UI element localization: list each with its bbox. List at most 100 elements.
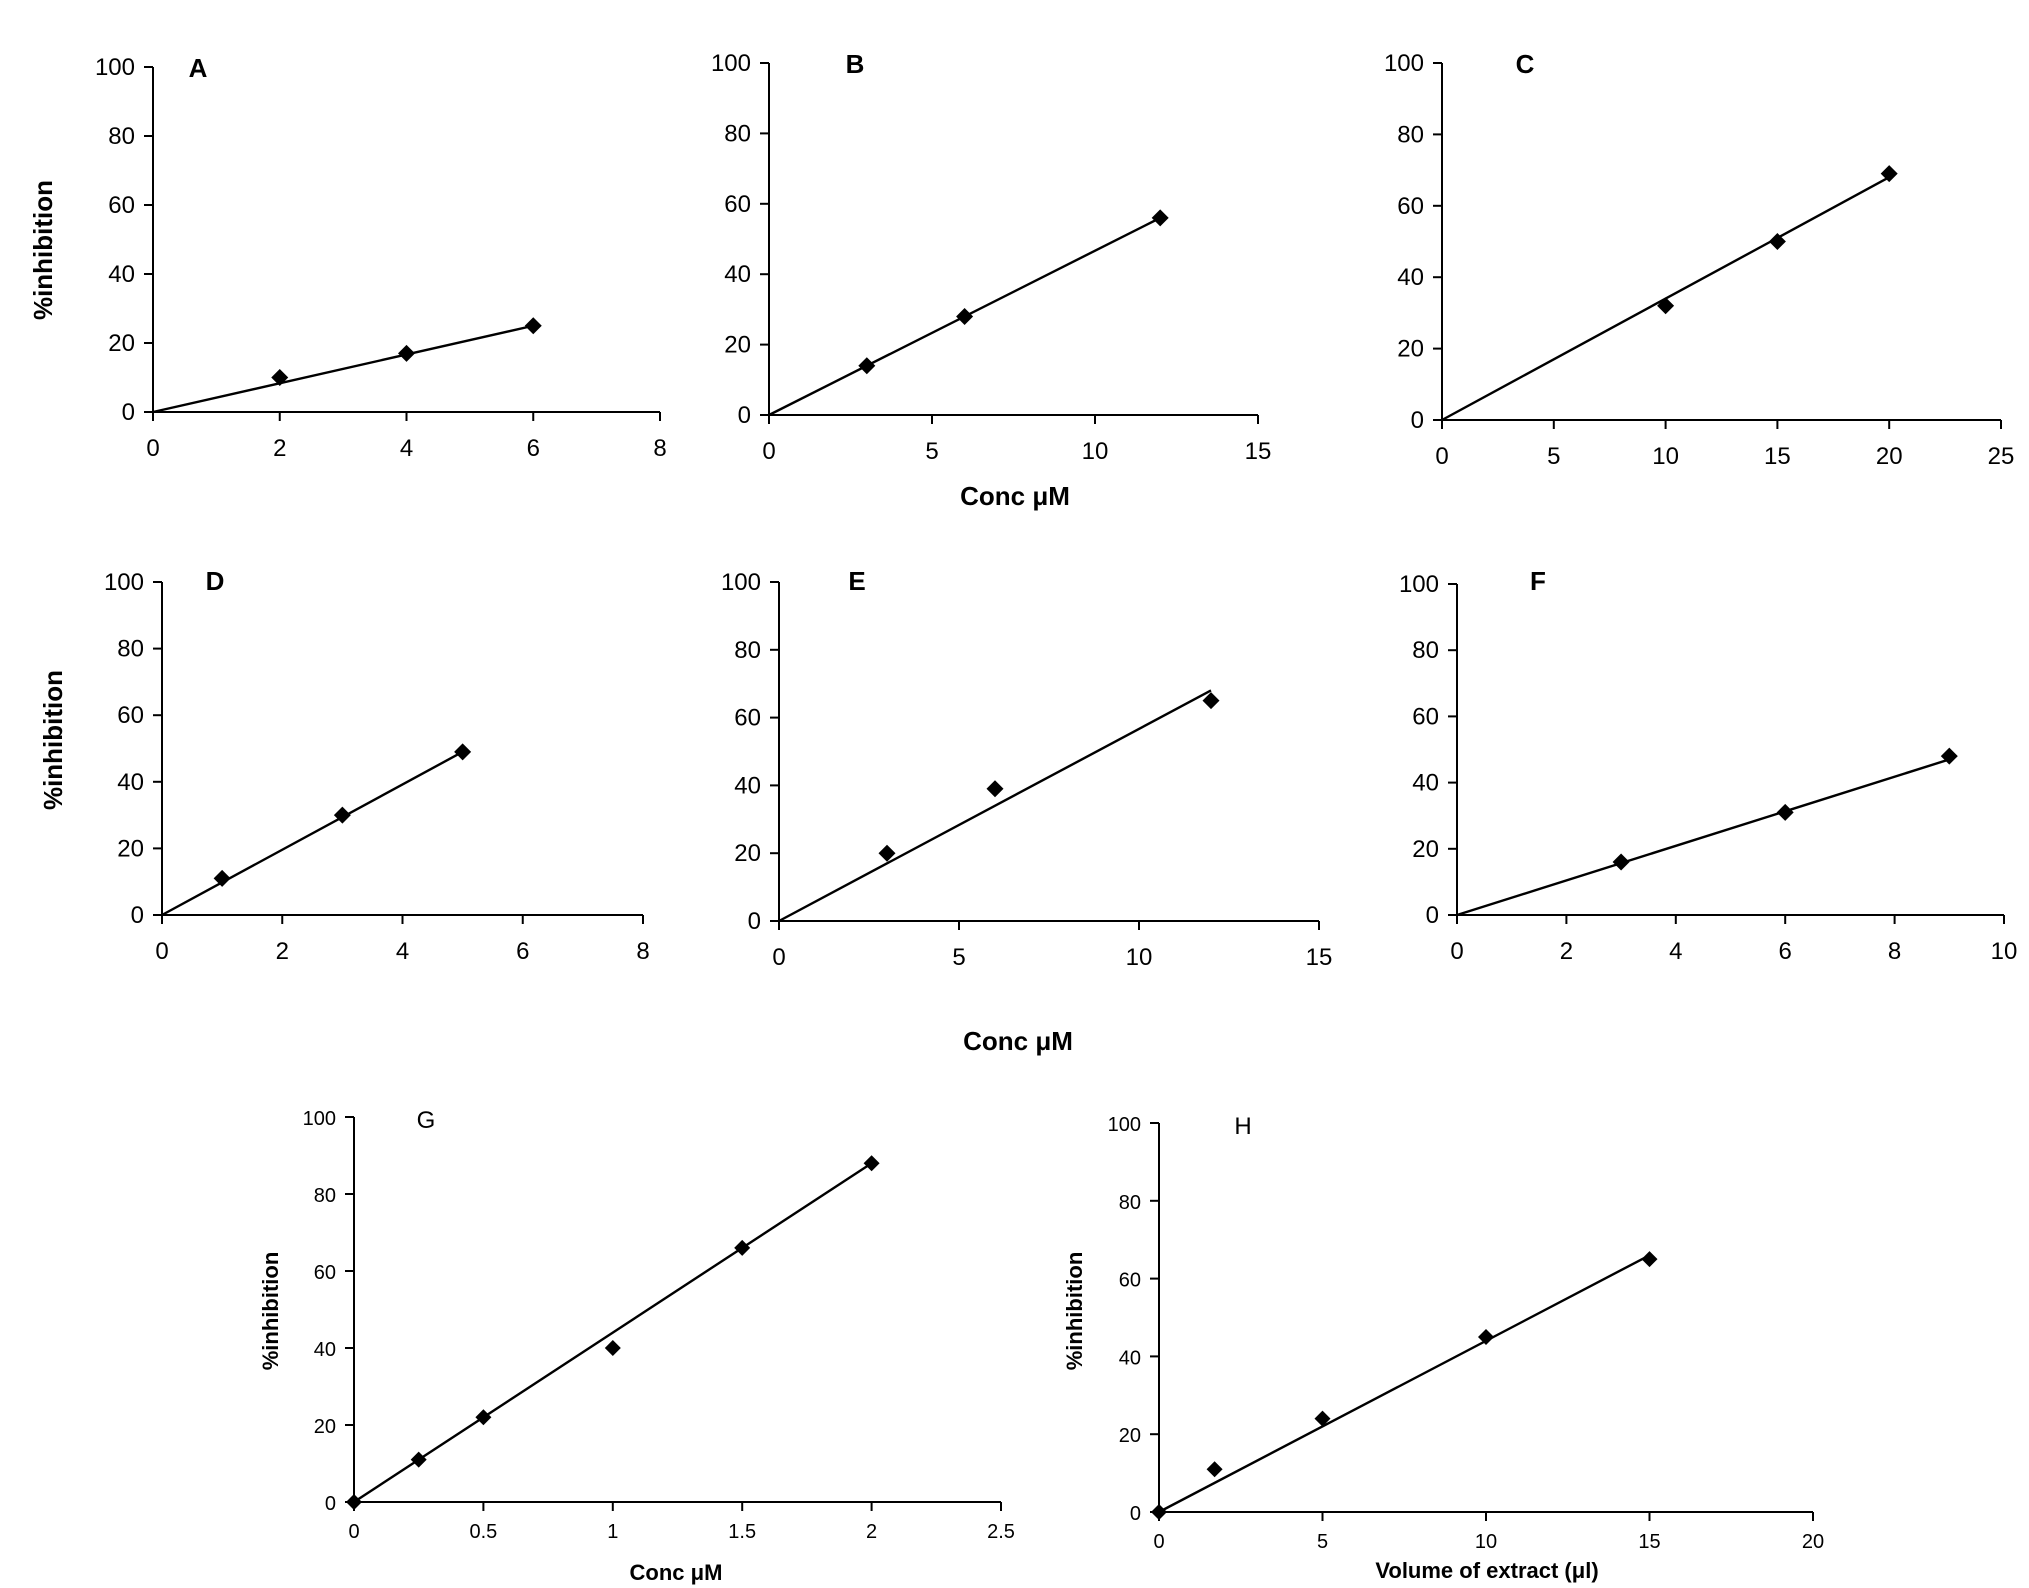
x-tick-label: 4	[1669, 938, 1682, 965]
data-point	[333, 806, 351, 824]
data-point	[1768, 233, 1786, 250]
data-point	[1314, 1410, 1331, 1427]
y-tick-label: 80	[724, 120, 751, 147]
y-tick-label: 0	[1426, 902, 1439, 929]
data-point	[1202, 692, 1220, 710]
y-tick-label: 100	[1384, 50, 1424, 77]
x-tick-label: 5	[925, 438, 938, 465]
data-point	[398, 344, 415, 362]
y-tick-label: 80	[314, 1185, 336, 1207]
data-point	[271, 369, 289, 386]
y-tick-label: 60	[1412, 703, 1439, 730]
y-tick-label: 100	[721, 569, 761, 596]
data-point	[604, 1340, 621, 1356]
y-tick-label: 0	[1130, 1503, 1141, 1525]
x-tick-label: 4	[400, 435, 413, 462]
x-tick-label: 10	[1475, 1531, 1497, 1553]
y-tick-label: 60	[1119, 1270, 1141, 1292]
x-tick-label: 2	[1560, 938, 1573, 965]
x-tick-label: 15	[1764, 443, 1791, 470]
x-tick-label: 1.5	[728, 1521, 756, 1543]
data-point	[1657, 297, 1675, 315]
data-point	[1151, 209, 1169, 227]
y-tick-label: 0	[122, 399, 135, 426]
data-point	[863, 1155, 880, 1172]
x-tick-label: 4	[396, 938, 409, 965]
x-tick-label: 20	[1876, 443, 1903, 470]
y-tick-label: 40	[314, 1339, 336, 1361]
fit-line	[161, 750, 464, 917]
data-point	[1880, 165, 1898, 183]
y-tick-label: 0	[131, 902, 144, 929]
x-tick-label: 2	[273, 435, 286, 462]
panel-label: A	[189, 53, 208, 83]
x-tick-label: 10	[1652, 443, 1679, 470]
y-tick-label: 80	[1412, 637, 1439, 664]
x-tick-label: 8	[636, 938, 649, 965]
y-axis-title: %inhibition	[38, 670, 68, 810]
panel-b: 0 20 40 60 80 100 0 5 10 15 B Conc μM	[711, 49, 1271, 511]
y-tick-label: 100	[303, 1108, 336, 1130]
x-tick-label: 2	[276, 938, 289, 965]
panel-a: 0 20 40 60 80 100 0 2 4 6 8 A %inhibition	[28, 53, 667, 462]
x-tick-label: 2.5	[987, 1521, 1015, 1543]
y-tick-label: 20	[724, 332, 751, 359]
panel-label: E	[848, 566, 865, 596]
x-tick-label: 6	[527, 435, 540, 462]
x-tick-label: 0	[1450, 938, 1463, 965]
x-tick-label: 15	[1245, 438, 1272, 465]
y-tick-label: 40	[734, 772, 761, 799]
x-tick-label: 0	[348, 1521, 359, 1543]
x-tick-label: 0	[772, 944, 785, 971]
y-tick-label: 20	[1397, 336, 1424, 363]
data-point	[213, 869, 231, 887]
data-point	[878, 844, 896, 862]
data-point	[858, 357, 876, 375]
y-axis-title: %inhibition	[258, 1252, 283, 1371]
x-tick-label: 5	[952, 944, 965, 971]
data-point	[524, 317, 542, 335]
x-tick-label: 8	[653, 435, 666, 462]
x-tick-label: 0	[1153, 1531, 1164, 1553]
y-tick-label: 0	[325, 1493, 336, 1515]
x-tick-label: 0	[762, 438, 775, 465]
y-axis-title: %inhibition	[1062, 1252, 1087, 1371]
y-tick-label: 40	[1119, 1347, 1141, 1369]
x-tick-label: 6	[1779, 938, 1792, 965]
panel-g: 0 20 40 60 80 100 0 0.5 1 1.5 2 2.5 G %inhibition Conc…	[258, 1107, 1015, 1585]
y-tick-label: 40	[1397, 264, 1424, 291]
x-tick-label: 8	[1888, 938, 1901, 965]
y-tick-label: 20	[1412, 836, 1439, 863]
y-tick-label: 40	[1412, 770, 1439, 797]
data-point	[1776, 803, 1794, 821]
y-tick-label: 20	[314, 1416, 336, 1438]
panel-label: B	[846, 49, 865, 79]
y-tick-label: 0	[748, 908, 761, 935]
panel-label: C	[1516, 49, 1535, 79]
y-tick-label: 60	[117, 702, 144, 729]
x-axis-title: Conc μM	[960, 481, 1070, 511]
x-tick-label: 15	[1638, 1531, 1660, 1553]
data-point	[734, 1239, 751, 1256]
x-tick-label: 20	[1802, 1531, 1824, 1553]
x-tick-label: 5	[1547, 443, 1560, 470]
y-tick-label: 0	[738, 402, 751, 429]
data-point	[410, 1451, 427, 1468]
y-tick-label: 60	[724, 191, 751, 218]
y-tick-label: 20	[734, 840, 761, 867]
data-point	[1641, 1251, 1658, 1268]
x-tick-label: 0.5	[469, 1521, 497, 1543]
panel-label: F	[1530, 566, 1546, 596]
x-axis-title: Volume of extract (μl)	[1375, 1558, 1598, 1583]
panel-h: 0 20 40 60 80 100 0 5 10 15 20 H %inhibition Volume o…	[1062, 1113, 1824, 1583]
data-point	[1940, 747, 1958, 765]
data-point	[454, 743, 472, 761]
data-point	[956, 307, 974, 325]
data-point	[1612, 853, 1630, 871]
x-tick-label: 5	[1317, 1531, 1328, 1553]
y-tick-label: 40	[724, 261, 751, 288]
x-tick-label: 10	[1126, 944, 1153, 971]
x-tick-label: 6	[516, 938, 529, 965]
